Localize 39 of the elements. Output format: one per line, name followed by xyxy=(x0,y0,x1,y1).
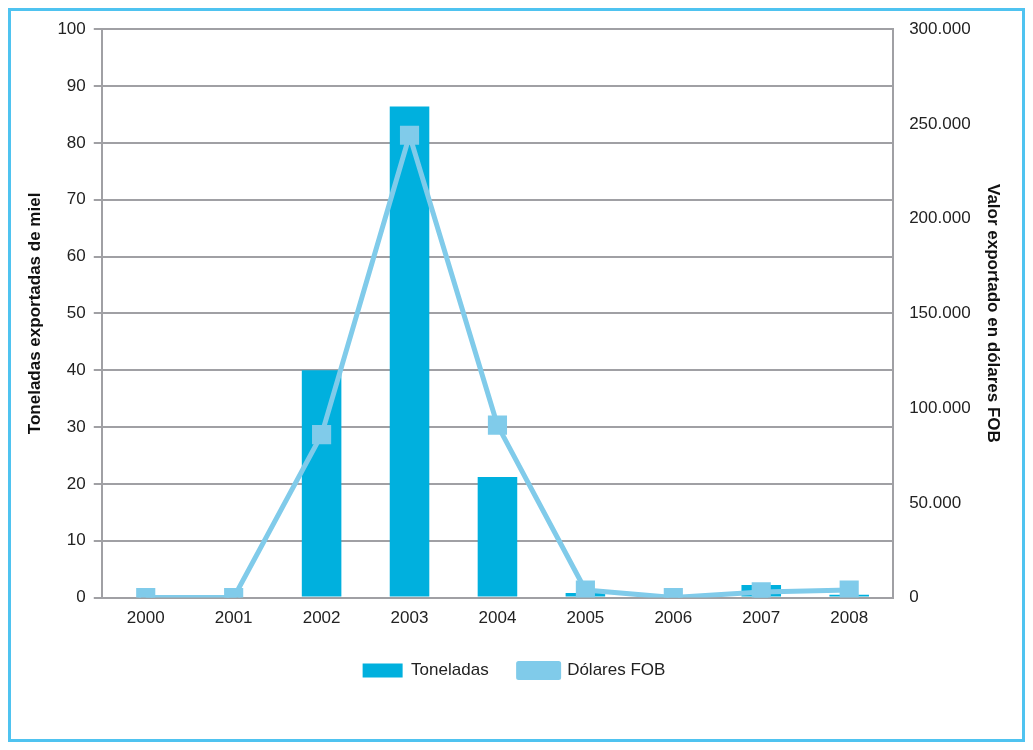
point xyxy=(399,125,420,145)
y-axis-title: Toneladas exportadas de miel xyxy=(24,192,44,435)
x-tick-label: 2000 xyxy=(126,608,165,628)
point xyxy=(312,425,332,445)
y-tick-label: 10 xyxy=(66,530,86,550)
bar xyxy=(477,477,518,597)
y2-tick-label: 150.000 xyxy=(909,303,971,323)
x-tick-label: 2001 xyxy=(214,608,253,628)
y-tick-label: 20 xyxy=(66,473,86,493)
y-tick-label: 60 xyxy=(66,246,86,266)
y2-tick-label: 300.000 xyxy=(909,18,971,38)
y-tick-label: 90 xyxy=(66,75,86,95)
y-tick-label: 100 xyxy=(57,18,86,38)
y2-tick-label: 0 xyxy=(909,587,919,607)
y2-tick-label: 250.000 xyxy=(909,113,971,133)
legend-label: Toneladas xyxy=(411,660,489,680)
x-tick-label: 2005 xyxy=(566,608,605,628)
point xyxy=(575,580,595,598)
x-tick-label: 2007 xyxy=(742,608,781,628)
x-tick-label: 2008 xyxy=(830,608,869,628)
y2-tick-label: 50.000 xyxy=(909,492,962,512)
bar xyxy=(301,370,342,597)
x-tick-label: 2003 xyxy=(390,608,429,628)
y2-axis-title: Valor exportado en dólares FOB xyxy=(984,183,1004,443)
y-tick-label: 30 xyxy=(66,416,86,436)
y2-tick-label: 200.000 xyxy=(909,208,971,228)
y-tick-label: 70 xyxy=(66,189,86,209)
x-tick-label: 2006 xyxy=(654,608,693,628)
legend-label: Dólares FOB xyxy=(567,660,666,680)
y2-tick-label: 100.000 xyxy=(909,397,971,417)
point xyxy=(487,415,508,435)
y-tick-label: 0 xyxy=(76,587,86,607)
point xyxy=(839,580,859,598)
x-tick-label: 2004 xyxy=(478,608,517,628)
y-tick-label: 40 xyxy=(66,359,86,379)
bar xyxy=(389,106,430,597)
y-tick-label: 50 xyxy=(66,303,86,323)
y-tick-label: 80 xyxy=(66,132,86,152)
x-tick-label: 2002 xyxy=(302,608,341,628)
